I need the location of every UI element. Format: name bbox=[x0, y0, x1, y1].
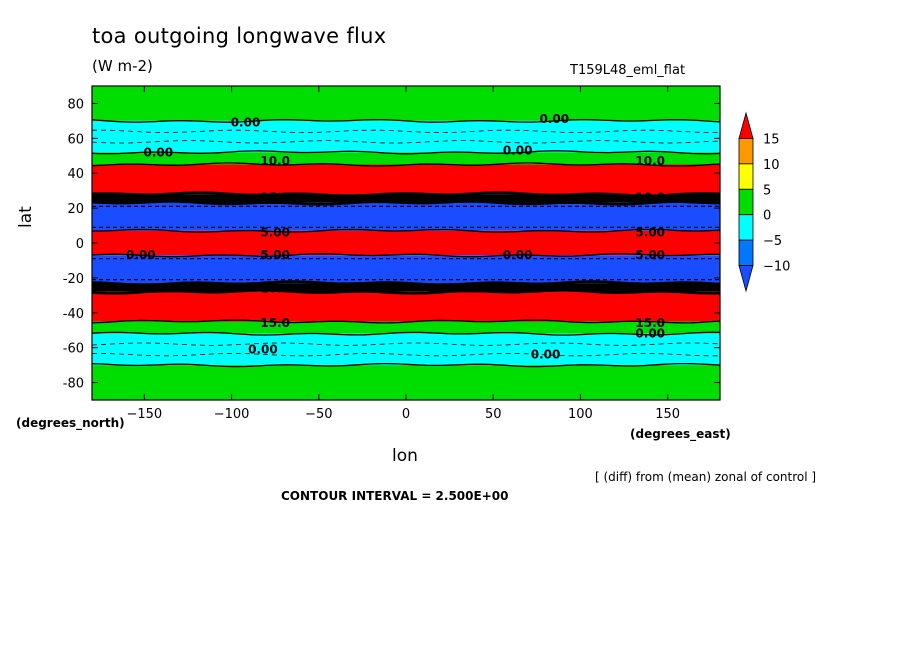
x-axis-units: (degrees_east) bbox=[630, 427, 731, 441]
band-10 bbox=[92, 321, 720, 334]
y-tick-label-6: -40 bbox=[63, 307, 84, 322]
contour-label-17: 15.0 bbox=[635, 316, 665, 330]
y-tick-label-2: 40 bbox=[67, 167, 84, 182]
colorbar-label-2: 5 bbox=[763, 183, 771, 198]
contour-line-10 bbox=[91, 331, 721, 336]
band-1 bbox=[92, 120, 720, 153]
colorbar-segment-2 bbox=[738, 163, 754, 190]
y-tick-label-8: -80 bbox=[63, 377, 84, 392]
band-7 bbox=[92, 255, 720, 284]
contour-label-8: 5.00 bbox=[260, 226, 290, 240]
colorbar-segment-4 bbox=[738, 214, 754, 241]
contour-line-7 bbox=[91, 280, 721, 286]
colorbar-label-4: −5 bbox=[763, 234, 782, 249]
colorbar-segment-0 bbox=[738, 111, 754, 139]
chart-subtitle: T159L48_eml_flat bbox=[570, 63, 686, 78]
band-4 bbox=[92, 194, 720, 203]
contour-line-2 bbox=[91, 162, 721, 167]
contour-label-12: 5.00 bbox=[260, 248, 290, 262]
contour-label-14: 10.0 bbox=[260, 281, 290, 295]
colorbar-segment-3 bbox=[738, 188, 754, 216]
colorbar-label-0: 15 bbox=[763, 132, 780, 147]
colorbar-label-1: 10 bbox=[763, 158, 780, 173]
x-tick-label-6: 150 bbox=[655, 407, 680, 422]
x-tick-label-4: 50 bbox=[485, 407, 502, 422]
chart-units: (W m-2) bbox=[92, 57, 153, 75]
band-6 bbox=[92, 230, 720, 256]
y-tick-label-0: 80 bbox=[67, 97, 84, 112]
contour-label-1: 0.00 bbox=[539, 112, 569, 126]
contour-label-18: 0.00 bbox=[248, 342, 278, 356]
colorbar-segment-1 bbox=[738, 138, 754, 165]
dashed-contour-1 bbox=[91, 140, 721, 144]
contour-interval-note: CONTOUR INTERVAL = 2.500E+00 bbox=[281, 489, 509, 503]
band-3 bbox=[92, 164, 720, 195]
colorbar-label-5: −10 bbox=[763, 260, 790, 275]
plot-area: 0.00 0.00 0.00 0.00 10.0 10.0 15.0 10.0 5.00 5.00… bbox=[63, 85, 721, 422]
contour-label-5: 10.0 bbox=[635, 154, 665, 168]
chart-title: toa outgoing longwave flux bbox=[92, 24, 387, 48]
x-tick-label-2: −50 bbox=[305, 407, 332, 422]
contour-label-2: 0.00 bbox=[143, 145, 173, 159]
x-tick-label-3: 0 bbox=[402, 407, 410, 422]
diff-note: [ (diff) from (mean) zonal of control ] bbox=[595, 470, 817, 484]
contour-label-0: 0.00 bbox=[231, 116, 261, 130]
contour-line-9 bbox=[91, 319, 721, 324]
contour-label-11: 0.00 bbox=[503, 248, 533, 262]
dashed-contour-2 bbox=[91, 342, 721, 346]
x-tick-label-1: −100 bbox=[214, 407, 250, 422]
y-tick-label-7: -60 bbox=[63, 342, 84, 357]
colorbar-segment-5 bbox=[738, 239, 754, 266]
y-tick-label-1: 60 bbox=[67, 132, 84, 147]
contour-label-19: 0.00 bbox=[635, 327, 665, 341]
contour-line-8 bbox=[91, 289, 721, 295]
band-8 bbox=[92, 283, 720, 292]
band-11 bbox=[92, 333, 720, 366]
y-tick-label-3: 20 bbox=[67, 202, 84, 217]
x-tick-label-5: 100 bbox=[568, 407, 593, 422]
contour-label-3: 0.00 bbox=[503, 144, 533, 158]
contour-line-1 bbox=[91, 150, 721, 155]
contour-line-6 bbox=[91, 253, 721, 258]
contour-label-7: 10.0 bbox=[635, 191, 665, 205]
contour-line-5 bbox=[92, 228, 721, 233]
x-tick-label-0: −150 bbox=[126, 407, 162, 422]
x-axis-label: lon bbox=[392, 446, 418, 466]
y-tick-label-4: 0 bbox=[76, 237, 84, 252]
band-5 bbox=[92, 202, 720, 231]
colorbar-segment-6 bbox=[738, 265, 754, 293]
contour-label-4: 10.0 bbox=[260, 154, 290, 168]
y-axis-units: (degrees_north) bbox=[16, 416, 125, 430]
contour-label-9: 5.00 bbox=[635, 226, 665, 240]
contour-label-15: 10.0 bbox=[635, 281, 665, 295]
dashed-contour-3 bbox=[92, 352, 720, 357]
contour-label-20: 0.00 bbox=[531, 348, 561, 362]
colorbar-label-3: 0 bbox=[763, 209, 771, 224]
contour-label-6: 15.0 bbox=[260, 191, 290, 205]
contour-line-0 bbox=[91, 118, 721, 123]
contour-label-16: 15.0 bbox=[260, 316, 290, 330]
colorbar: 15 10 5 0 −5 −10 bbox=[738, 111, 790, 293]
contour-line-11 bbox=[91, 362, 721, 368]
band-2 bbox=[92, 152, 720, 165]
dashed-contour-0 bbox=[92, 129, 720, 134]
contour-label-10: 0.00 bbox=[126, 248, 156, 262]
y-tick-label-5: -20 bbox=[63, 272, 84, 287]
contour-line-4 bbox=[91, 200, 721, 206]
band-9 bbox=[92, 291, 720, 322]
contour-label-13: 5.00 bbox=[635, 248, 665, 262]
contour-line-3 bbox=[91, 191, 721, 197]
